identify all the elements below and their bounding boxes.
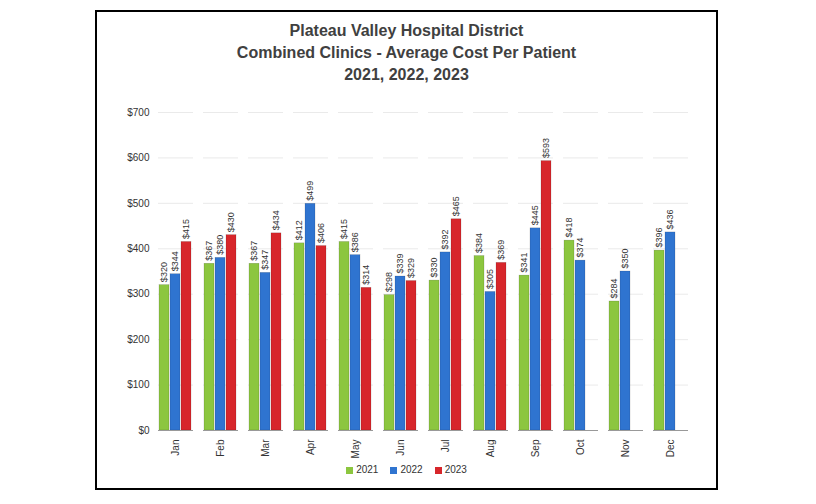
svg-text:Dec: Dec <box>665 440 676 458</box>
html-text:2022: 2022 <box>400 464 423 475</box>
svg-text:$436: $436 <box>665 209 675 229</box>
svg-text:$367: $367 <box>249 241 259 261</box>
svg-text:$412: $412 <box>294 220 304 240</box>
svg-text:$396: $396 <box>654 228 664 248</box>
svg-text:$329: $329 <box>406 258 416 278</box>
svg-text:$465: $465 <box>451 196 461 216</box>
svg-text:$415: $415 <box>181 219 191 239</box>
svg-text:Apr: Apr <box>305 439 316 455</box>
svg-text:$344: $344 <box>170 251 180 271</box>
svg-text:$347: $347 <box>260 250 270 270</box>
svg-text:$406: $406 <box>316 223 326 243</box>
svg-text:$434: $434 <box>271 210 281 230</box>
svg-text:$400: $400 <box>127 243 150 254</box>
svg-text:$374: $374 <box>575 238 585 258</box>
svg-text:Jan: Jan <box>170 440 181 456</box>
svg-text:$298: $298 <box>384 272 394 292</box>
svg-text:$499: $499 <box>305 181 315 201</box>
svg-text:$384: $384 <box>474 233 484 253</box>
svg-text:$380: $380 <box>215 235 225 255</box>
svg-text:$350: $350 <box>620 248 630 268</box>
svg-text:$445: $445 <box>530 205 540 225</box>
html-text:Plateau Valley Hospital Distri: Plateau Valley Hospital District Combine… <box>236 22 577 83</box>
svg-text:$100: $100 <box>127 379 150 390</box>
svg-text:$430: $430 <box>226 212 236 232</box>
svg-text:Jul: Jul <box>440 440 451 453</box>
svg-text:$320: $320 <box>159 262 169 282</box>
svg-text:Sep: Sep <box>530 439 541 457</box>
svg-text:$418: $418 <box>564 218 574 238</box>
svg-text:$392: $392 <box>440 229 450 249</box>
svg-text:$339: $339 <box>395 253 405 273</box>
html-text:2023: 2023 <box>444 464 467 475</box>
svg-text:$500: $500 <box>127 198 150 209</box>
svg-text:Aug: Aug <box>485 440 496 458</box>
svg-text:$330: $330 <box>429 258 439 278</box>
svg-text:$700: $700 <box>127 107 150 118</box>
svg-text:$367: $367 <box>204 241 214 261</box>
svg-text:Mar: Mar <box>260 439 271 457</box>
svg-text:Oct: Oct <box>575 439 586 455</box>
svg-text:$305: $305 <box>485 269 495 289</box>
svg-text:$314: $314 <box>361 265 371 285</box>
svg-text:$600: $600 <box>127 152 150 163</box>
svg-text:Feb: Feb <box>215 439 226 457</box>
svg-text:$593: $593 <box>541 138 551 158</box>
svg-text:May: May <box>350 440 361 459</box>
svg-text:Jun: Jun <box>395 440 406 456</box>
svg-text:Nov: Nov <box>620 440 631 458</box>
svg-text:$300: $300 <box>127 288 150 299</box>
svg-text:$0: $0 <box>138 425 150 436</box>
svg-text:$369: $369 <box>496 240 506 260</box>
svg-text:$200: $200 <box>127 334 150 345</box>
svg-text:$386: $386 <box>350 232 360 252</box>
svg-text:$415: $415 <box>339 219 349 239</box>
svg-text:$284: $284 <box>609 278 619 298</box>
html-text:2021: 2021 <box>356 464 379 475</box>
svg-text:$341: $341 <box>519 253 529 273</box>
